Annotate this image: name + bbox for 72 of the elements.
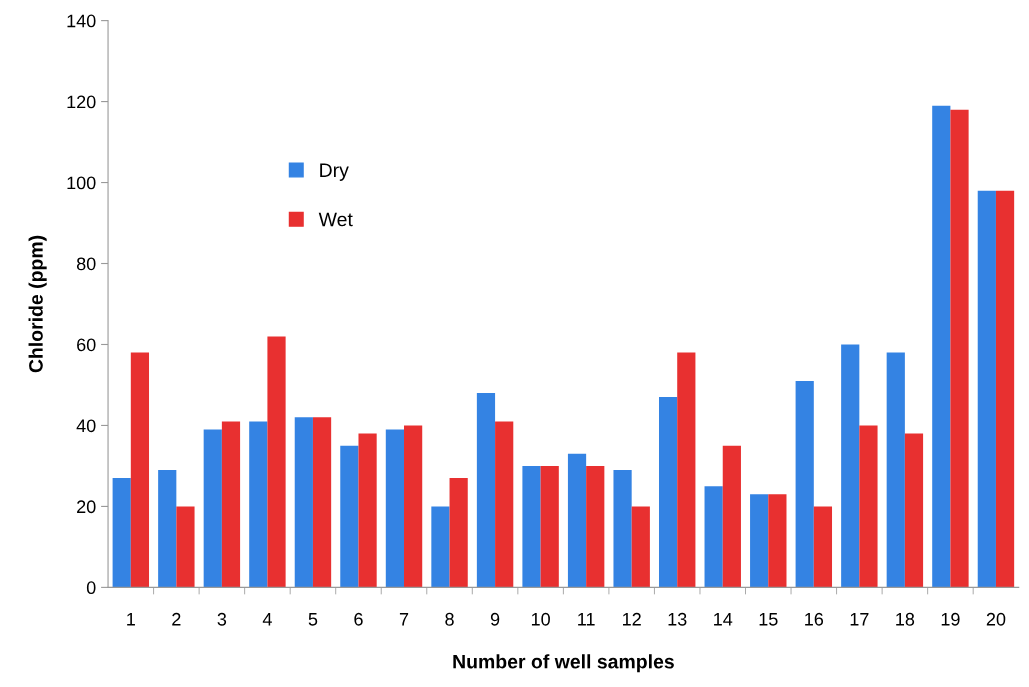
- bar: [495, 421, 514, 588]
- bar: [950, 109, 969, 588]
- x-tick-label: 20: [986, 612, 1006, 626]
- x-tick-label: 1: [127, 613, 135, 626]
- x-tick-label: 4: [262, 613, 272, 626]
- bar: [659, 397, 678, 588]
- bar: [886, 352, 905, 588]
- x-tick-label: 8: [445, 612, 454, 626]
- x-tick-label: 14: [714, 613, 733, 626]
- bar: [768, 494, 787, 588]
- bar: [722, 445, 741, 588]
- bar: [540, 465, 559, 588]
- y-tick-label: 120: [67, 95, 96, 109]
- x-tick-label: 16: [805, 612, 824, 626]
- bar: [267, 336, 286, 588]
- x-tick-label: 7: [399, 613, 409, 626]
- bar: [613, 469, 632, 588]
- bar: [340, 445, 359, 588]
- x-tick-label: 9: [490, 612, 500, 626]
- y-tick-label: 40: [76, 419, 96, 433]
- bar: [522, 465, 541, 588]
- bar: [312, 417, 332, 588]
- x-tick-label: 12: [623, 612, 641, 626]
- bar: [932, 105, 951, 588]
- bar: [813, 506, 833, 588]
- bar: [841, 344, 860, 588]
- y-tick-label: 80: [76, 257, 96, 271]
- bar: [158, 469, 177, 588]
- bar: [431, 506, 450, 588]
- bar: [995, 190, 1015, 588]
- bar: [203, 429, 222, 588]
- bar: [385, 429, 405, 588]
- y-tick-label: 60: [77, 338, 96, 352]
- bar: [476, 393, 496, 588]
- legend-label: Wet: [318, 212, 353, 227]
- bar: [677, 352, 696, 588]
- y-tick-label: 100: [67, 176, 96, 190]
- x-tick-label: 17: [850, 613, 869, 626]
- x-tick-label: 13: [668, 612, 687, 626]
- bar: [859, 425, 878, 588]
- x-tick-label: 10: [531, 612, 550, 626]
- x-tick-label: 3: [217, 612, 227, 626]
- bar: [631, 506, 650, 588]
- x-tick-label: 2: [172, 612, 181, 626]
- bar: [704, 486, 723, 588]
- bar: [130, 352, 150, 588]
- y-tick-label: 20: [77, 500, 96, 514]
- x-tick-label: 6: [354, 612, 363, 626]
- x-tick-label: 11: [578, 613, 595, 626]
- bar: [904, 433, 924, 588]
- x-tick-label: 19: [941, 612, 960, 626]
- bar: [249, 421, 268, 588]
- legend-label: Dry: [320, 163, 349, 181]
- bar: [176, 506, 195, 588]
- bar: [404, 425, 423, 588]
- bar: [358, 433, 377, 588]
- y-axis-title: Chloride (ppm): [28, 235, 47, 373]
- y-tick-label: 0: [86, 581, 96, 595]
- bar: [449, 478, 468, 588]
- x-tick-label: 5: [308, 613, 318, 626]
- x-axis-title: Number of well samples: [453, 654, 674, 673]
- bar: [586, 465, 605, 588]
- bar: [977, 190, 996, 588]
- bar: [221, 421, 241, 588]
- x-tick-label: 15: [759, 613, 778, 626]
- bar: [294, 417, 313, 588]
- bar: [795, 380, 814, 588]
- bar: [750, 494, 769, 588]
- x-tick-label: 18: [896, 612, 915, 626]
- bar: [567, 453, 587, 588]
- y-tick-label: 140: [67, 14, 96, 28]
- bar: [112, 478, 131, 588]
